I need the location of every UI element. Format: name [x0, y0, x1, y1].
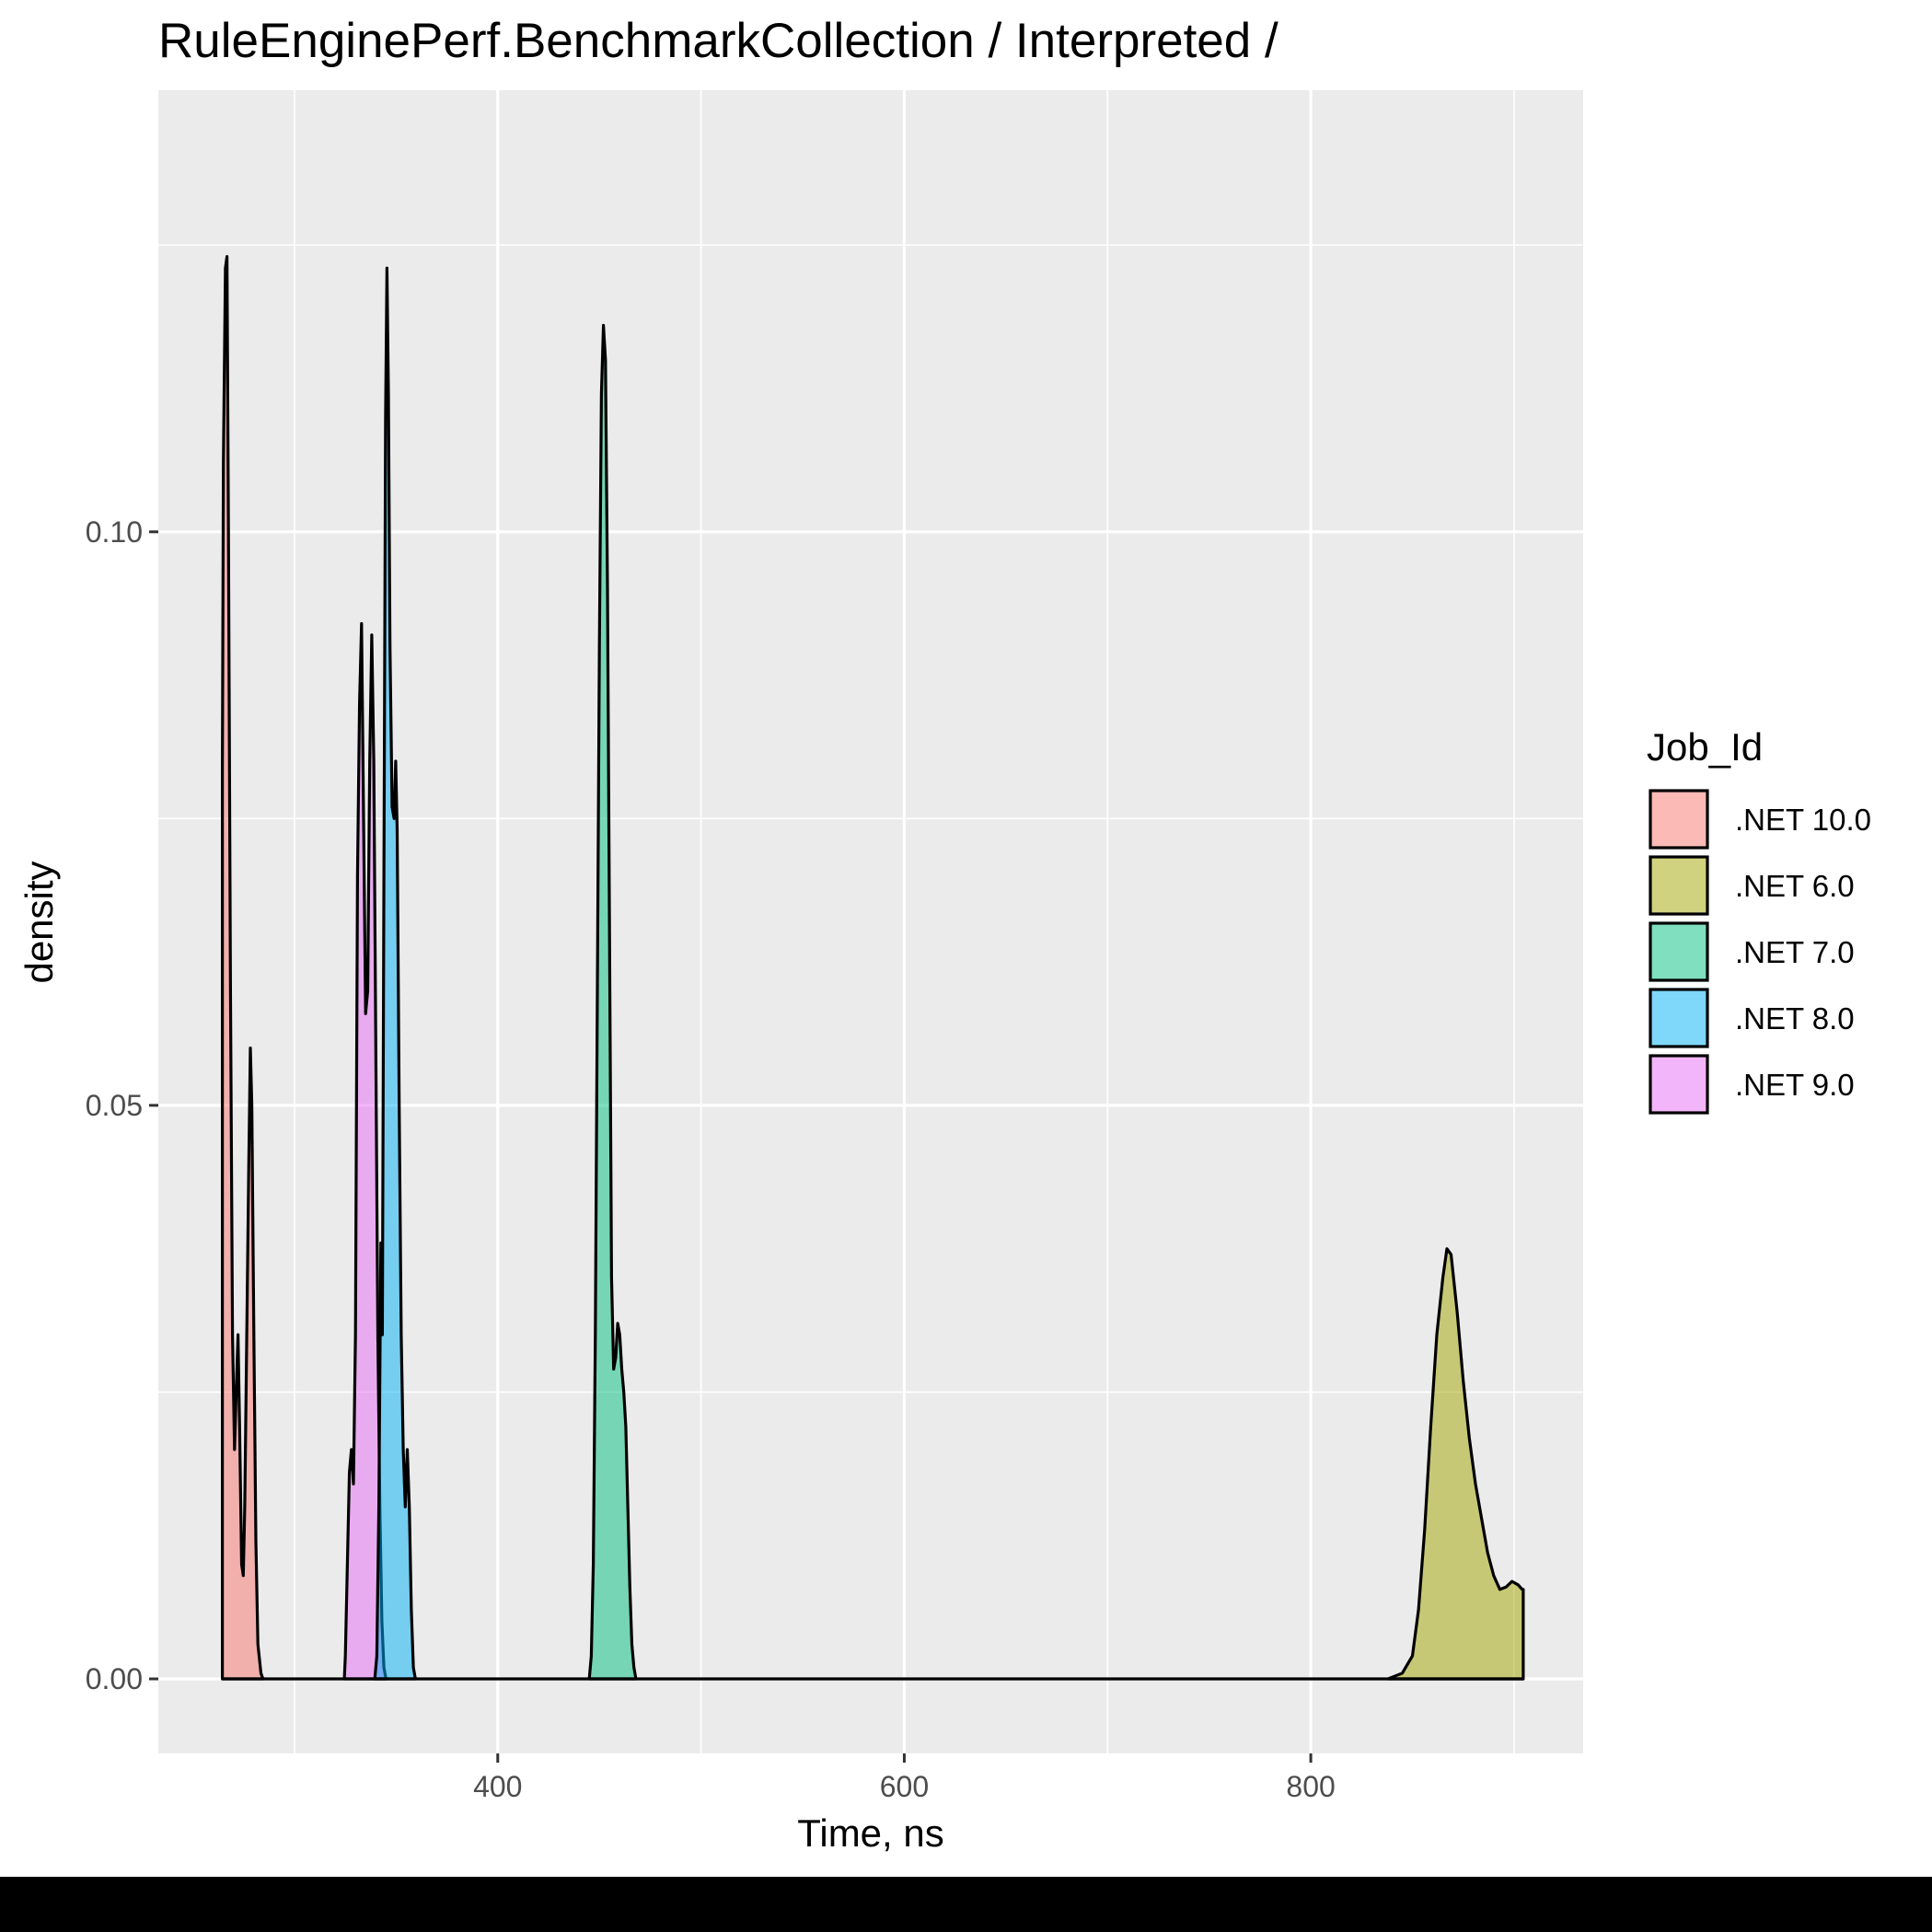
legend-label: .NET 6.0 — [1735, 869, 1855, 903]
y-axis-title: density — [17, 861, 61, 983]
legend-item: .NET 9.0 — [1649, 1054, 1855, 1115]
legend-label: .NET 9.0 — [1735, 1068, 1855, 1102]
density-area-series-3 — [587, 323, 638, 1681]
density-area-series-4 — [1386, 1247, 1525, 1681]
legend-item: .NET 6.0 — [1649, 855, 1855, 916]
legend: Job_Id .NET 10.0 .NET 6.0 .NET 7.0 .NET 8.0… — [1647, 725, 1871, 1115]
legend-title: Job_Id — [1647, 725, 1763, 769]
legend-key-swatch — [1649, 855, 1709, 916]
x-axis-title: Time, ns — [797, 1811, 943, 1855]
legend-items: .NET 10.0 .NET 6.0 .NET 7.0 .NET 8.0 .NET 9.… — [1649, 789, 1871, 1115]
y-tick-label: 0.05 — [86, 1089, 143, 1122]
x-tick-label: 800 — [1286, 1770, 1335, 1803]
legend-label: .NET 8.0 — [1735, 1001, 1855, 1035]
legend-key-swatch — [1649, 988, 1709, 1048]
chart-title: RuleEnginePerf.BenchmarkCollection / Int… — [158, 14, 1278, 68]
legend-key-swatch — [1649, 1054, 1709, 1115]
y-tick-label: 0.00 — [86, 1662, 143, 1695]
legend-label: .NET 10.0 — [1735, 803, 1871, 837]
legend-item: .NET 8.0 — [1649, 988, 1855, 1048]
legend-item: .NET 10.0 — [1649, 789, 1871, 850]
axes: 400 600 800 0.00 0.05 0.10 — [86, 515, 1336, 1803]
legend-label: .NET 7.0 — [1735, 935, 1855, 969]
x-tick-label: 400 — [473, 1770, 522, 1803]
legend-key-swatch — [1649, 789, 1709, 850]
y-tick-label: 0.10 — [86, 515, 143, 549]
bottom-bar — [0, 1877, 1932, 1932]
density-area-series-0 — [221, 255, 265, 1681]
density-series — [221, 255, 1525, 1681]
legend-item: .NET 7.0 — [1649, 921, 1855, 982]
legend-key-swatch — [1649, 921, 1709, 982]
density-area-series-2 — [373, 266, 417, 1681]
x-tick-label: 600 — [880, 1770, 929, 1803]
